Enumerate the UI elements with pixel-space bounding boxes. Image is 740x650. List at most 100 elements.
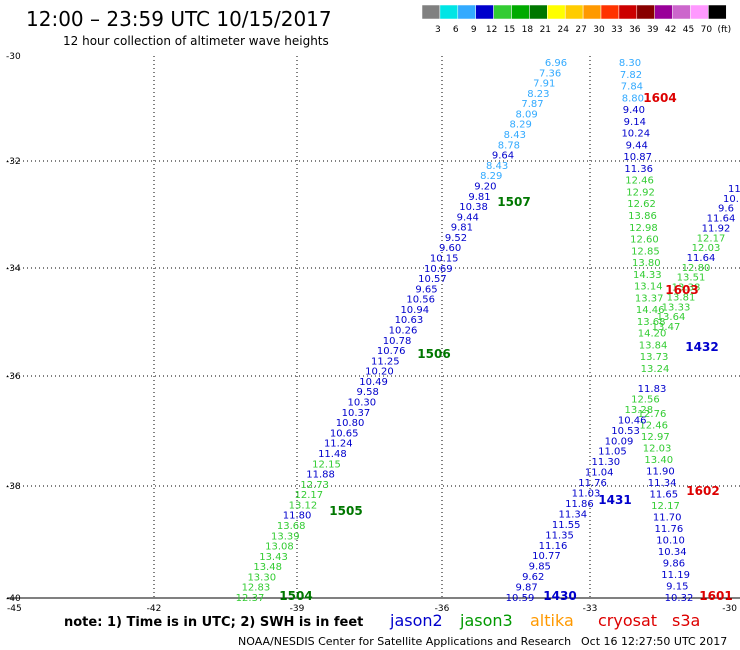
lat-lon-grid <box>7 56 740 599</box>
wave-height-value: 11.19 <box>661 570 690 581</box>
wave-height-value: 13.14 <box>634 282 663 293</box>
wave-height-value: 9.65 <box>415 284 437 295</box>
legend-swatch <box>529 4 548 20</box>
legend-swatch <box>582 4 602 20</box>
wave-height-value: 9.14 <box>624 117 646 128</box>
wave-height-value: 10.63 <box>395 315 424 326</box>
wave-height-value: 8.43 <box>504 130 526 141</box>
wave-height-value: 11.55 <box>552 520 581 531</box>
wave-height-value: 11.04 <box>585 468 614 479</box>
wave-height-value: 13.38 <box>672 283 701 294</box>
wave-height-value: 10.59 <box>506 593 535 604</box>
footer-credit: NOAA/NESDIS Center for Satellite Applica… <box>238 635 571 648</box>
wave-height-value: 9.62 <box>522 572 544 583</box>
lat-tick-label: -34 <box>6 264 21 274</box>
wave-height-value: 10.56 <box>406 295 435 306</box>
pass-time-label: 1603 <box>665 283 698 297</box>
pass-time-label: 1505 <box>329 504 362 518</box>
wave-height-value: 11.80 <box>283 511 312 522</box>
legend-label: 6 <box>453 25 459 35</box>
lon-tick-label: -36 <box>435 604 450 614</box>
wave-height-value: 12.03 <box>692 243 721 254</box>
satellite-legend-s3a: s3a <box>672 611 700 630</box>
wave-height-value: 10.09 <box>605 436 634 447</box>
wave-height-value: 8.80 <box>622 93 644 104</box>
satellite-legend: jason2 jason3 altika cryosat s3a <box>389 611 700 630</box>
wave-height-value: 13.28 <box>624 405 653 416</box>
legend-label: 12 <box>486 25 497 35</box>
wave-height-value: 12.97 <box>641 432 670 443</box>
legend-swatch <box>547 4 566 20</box>
pass-time-label: 1431 <box>598 493 631 507</box>
legend-label: 24 <box>557 25 569 35</box>
wave-height-value: 10.65 <box>330 428 359 439</box>
legend-label: 18 <box>522 25 534 35</box>
wave-height-value: 11.25 <box>371 356 400 367</box>
lat-tick-label: -32 <box>6 157 21 167</box>
wave-height-value: 10.46 <box>618 415 647 426</box>
wave-height-value: 12.98 <box>629 223 658 234</box>
pass-time-label: 1604 <box>643 91 676 105</box>
wave-height-value: 14.33 <box>633 270 662 281</box>
track-east: 13.4713.6413.3313.8113.3813.5112.8011.64… <box>652 184 740 333</box>
map-background <box>7 56 740 598</box>
wave-height-value: 8.23 <box>527 89 549 100</box>
lon-tick-label: -30 <box>722 604 737 614</box>
footer-note: note: 1) Time is in UTC; 2) SWH is in fe… <box>64 615 363 630</box>
wave-height-value: 10.38 <box>459 202 488 213</box>
wave-height-value: 14.46 <box>636 305 665 316</box>
wave-height-value: 12.73 <box>300 480 329 491</box>
lat-tick-label: -40 <box>6 594 21 604</box>
wave-height-value: 12.15 <box>312 459 341 470</box>
satellite-legend-jason3: jason3 <box>459 611 513 630</box>
lat-tick-label: -30 <box>6 52 21 62</box>
wave-height-value: 13.24 <box>641 364 670 375</box>
longitude-axis: -45 -42 -39 -36 -33 -30 <box>7 604 737 614</box>
wave-height-value: 9.60 <box>439 243 461 254</box>
legend-swatch <box>672 4 691 20</box>
wave-height-value: 13.48 <box>253 562 282 573</box>
wave-height-value: 9.20 <box>474 181 496 192</box>
wave-height-value: 9.81 <box>451 223 473 234</box>
legend-swatch <box>457 4 476 20</box>
wave-height-value: 13.51 <box>677 273 706 284</box>
map-panel: -30 -32 -34 -36 -38 -40 -45 -42 -39 -36 -33 -30 6.… <box>6 52 740 614</box>
wave-height-value: 9.64 <box>492 151 514 162</box>
wave-height-value: 12.85 <box>631 246 660 257</box>
wave-height-value: 10.94 <box>400 305 429 316</box>
wave-height-value: 10.32 <box>665 593 694 604</box>
legend-label: 27 <box>575 25 586 35</box>
wave-height-value: 7.87 <box>521 99 543 110</box>
wave-height-value: 9.40 <box>623 105 645 116</box>
pass-time-label: 1504 <box>279 589 312 603</box>
legend-swatch <box>636 4 655 20</box>
wave-height-value: 10.57 <box>418 274 447 285</box>
wave-height-value: 10.37 <box>342 408 371 419</box>
lon-tick-label: -39 <box>290 604 305 614</box>
legend-label: 70 <box>701 25 713 35</box>
legend-label: 45 <box>683 25 694 35</box>
lon-tick-label: -45 <box>7 604 22 614</box>
wave-height-value: 13.80 <box>632 258 661 269</box>
wave-height-value: 12.76 <box>638 409 667 420</box>
wave-height-value: 10.49 <box>359 377 388 388</box>
wave-height-value: 8.09 <box>515 109 537 120</box>
wave-height-value: 13.40 <box>644 455 673 466</box>
pass-time-label: 1432 <box>685 340 718 354</box>
wave-height-value: 10. <box>723 194 739 205</box>
wave-height-value: 13.47 <box>652 322 681 333</box>
wave-height-value: 11.24 <box>324 439 353 450</box>
wave-height-value: 8.30 <box>619 58 641 69</box>
legend-swatch <box>708 4 727 20</box>
legend-swatch <box>654 4 673 20</box>
altimeter-tracks: 6.967.367.918.237.878.098.298.438.789.64… <box>236 58 740 604</box>
wave-height-value: 11.64 <box>707 214 736 225</box>
wave-height-value: 11.34 <box>558 509 587 520</box>
wave-height-value: 13.08 <box>265 542 294 553</box>
legend-swatch <box>439 4 459 20</box>
wave-height-value: 11.90 <box>646 467 675 478</box>
pass-time-label: 1507 <box>497 195 530 209</box>
wave-height-value: 9.6 <box>718 204 734 215</box>
wave-height-value: 11.03 <box>572 489 601 500</box>
